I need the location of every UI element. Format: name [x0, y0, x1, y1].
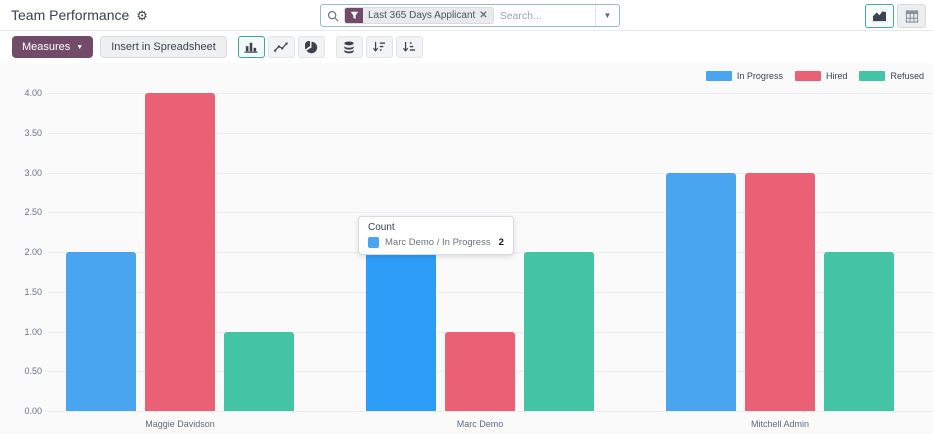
measures-button[interactable]: Measures ▼ — [12, 36, 94, 58]
pivot-view-button[interactable] — [897, 4, 926, 28]
control-panel-header: Team Performance ⚙ Last 365 Days Applica… — [0, 0, 933, 31]
stacked-icon — [344, 40, 354, 53]
x-axis-category-label: Mitchell Admin — [750, 419, 810, 429]
gridline — [48, 93, 933, 94]
x-axis-category-label: Maggie Davidson — [145, 419, 215, 429]
bar-marc-demo-in-progress[interactable] — [366, 252, 436, 411]
gridline — [48, 132, 933, 134]
graph-view-button[interactable] — [865, 4, 894, 28]
gridline — [48, 291, 933, 293]
search-dropdown-toggle[interactable]: ▼ — [595, 5, 619, 26]
search-facet[interactable]: Last 365 Days Applicant ✕ — [344, 7, 494, 24]
legend-color-chip — [859, 71, 886, 81]
facet-remove-icon[interactable]: ✕ — [479, 10, 488, 21]
line-chart-button[interactable] — [267, 36, 295, 58]
legend-label: In Progress — [736, 71, 783, 81]
y-axis-tick-label: 1.50 — [24, 286, 42, 297]
bar-maggie-davidson-refused[interactable] — [224, 331, 294, 411]
y-axis-tick-label: 1.00 — [24, 326, 42, 337]
search-icon — [327, 10, 339, 22]
page-title: Team Performance — [11, 7, 130, 23]
legend-label: Hired — [825, 71, 848, 81]
chart-type-group — [237, 36, 325, 58]
gridline — [48, 411, 933, 412]
line-chart-icon — [274, 42, 288, 52]
y-axis-tick-label: 0.50 — [24, 366, 42, 377]
graph-view-icon — [872, 10, 886, 21]
filter-icon — [345, 8, 363, 23]
bar-mitchell-admin-in-progress[interactable] — [666, 172, 736, 411]
legend-color-chip — [705, 71, 732, 81]
legend-item-hired[interactable]: Hired — [794, 71, 848, 81]
search-bar[interactable]: Last 365 Days Applicant ✕ ▼ — [320, 4, 620, 27]
legend-item-refused[interactable]: Refused — [859, 71, 924, 81]
gridline — [48, 172, 933, 174]
tooltip-value: 2 — [498, 237, 504, 248]
facet-label: Last 365 Days Applicant — [368, 10, 476, 21]
gridline — [48, 212, 933, 214]
breadcrumb: Team Performance ⚙ — [11, 0, 148, 30]
bar-marc-demo-refused[interactable] — [524, 252, 594, 411]
stacked-toggle-button[interactable] — [335, 36, 363, 58]
tooltip-title: Count — [368, 222, 395, 233]
sort-descending-icon — [373, 41, 386, 52]
search-input[interactable] — [493, 9, 595, 22]
y-axis-tick-label: 2.50 — [24, 207, 42, 218]
chart-area: In Progress Hired Refused 0.00 0.50 1.00 1.50… — [0, 63, 933, 434]
bar-chart-icon — [244, 42, 258, 53]
pie-chart-button[interactable] — [297, 36, 325, 58]
chart-tooltip: Count Marc Demo / In Progress 2 — [358, 216, 514, 255]
y-axis-tick-label: 3.00 — [24, 167, 42, 178]
bar-chart-button[interactable] — [237, 36, 265, 58]
view-switcher — [865, 4, 926, 28]
y-axis-tick-label: 3.50 — [24, 127, 42, 138]
legend-label: Refused — [890, 71, 924, 81]
legend-color-chip — [794, 71, 821, 81]
y-axis-tick-label: 4.00 — [24, 88, 42, 98]
sort-ascending-button[interactable] — [395, 36, 423, 58]
chart-legend: In Progress Hired Refused — [705, 71, 924, 81]
chevron-down-icon: ▼ — [76, 43, 84, 51]
pivot-view-icon — [905, 9, 918, 23]
bar-mitchell-admin-hired[interactable] — [745, 172, 815, 411]
gear-icon[interactable]: ⚙ — [136, 7, 148, 23]
legend-item-in-progress[interactable]: In Progress — [705, 71, 783, 81]
y-axis-tick-label: 2.00 — [24, 247, 42, 257]
graph-toolbar: Measures ▼ Insert in Spreadsheet — [0, 31, 933, 63]
bar-maggie-davidson-hired[interactable] — [145, 93, 215, 411]
pie-chart-icon — [304, 40, 317, 53]
graph-options-group — [335, 36, 423, 58]
insert-in-spreadsheet-button[interactable]: Insert in Spreadsheet — [100, 36, 227, 58]
x-axis-category-label: Marc Demo — [456, 419, 504, 429]
sort-descending-button[interactable] — [365, 36, 393, 58]
bar-maggie-davidson-in-progress[interactable] — [66, 252, 136, 411]
bar-mitchell-admin-refused[interactable] — [824, 252, 894, 411]
tooltip-label: Marc Demo / In Progress — [385, 237, 491, 248]
tooltip-series-chip — [368, 237, 379, 248]
y-axis-tick-label: 0.00 — [24, 406, 42, 416]
bar-marc-demo-hired[interactable] — [445, 331, 515, 411]
sort-ascending-icon — [403, 41, 416, 52]
